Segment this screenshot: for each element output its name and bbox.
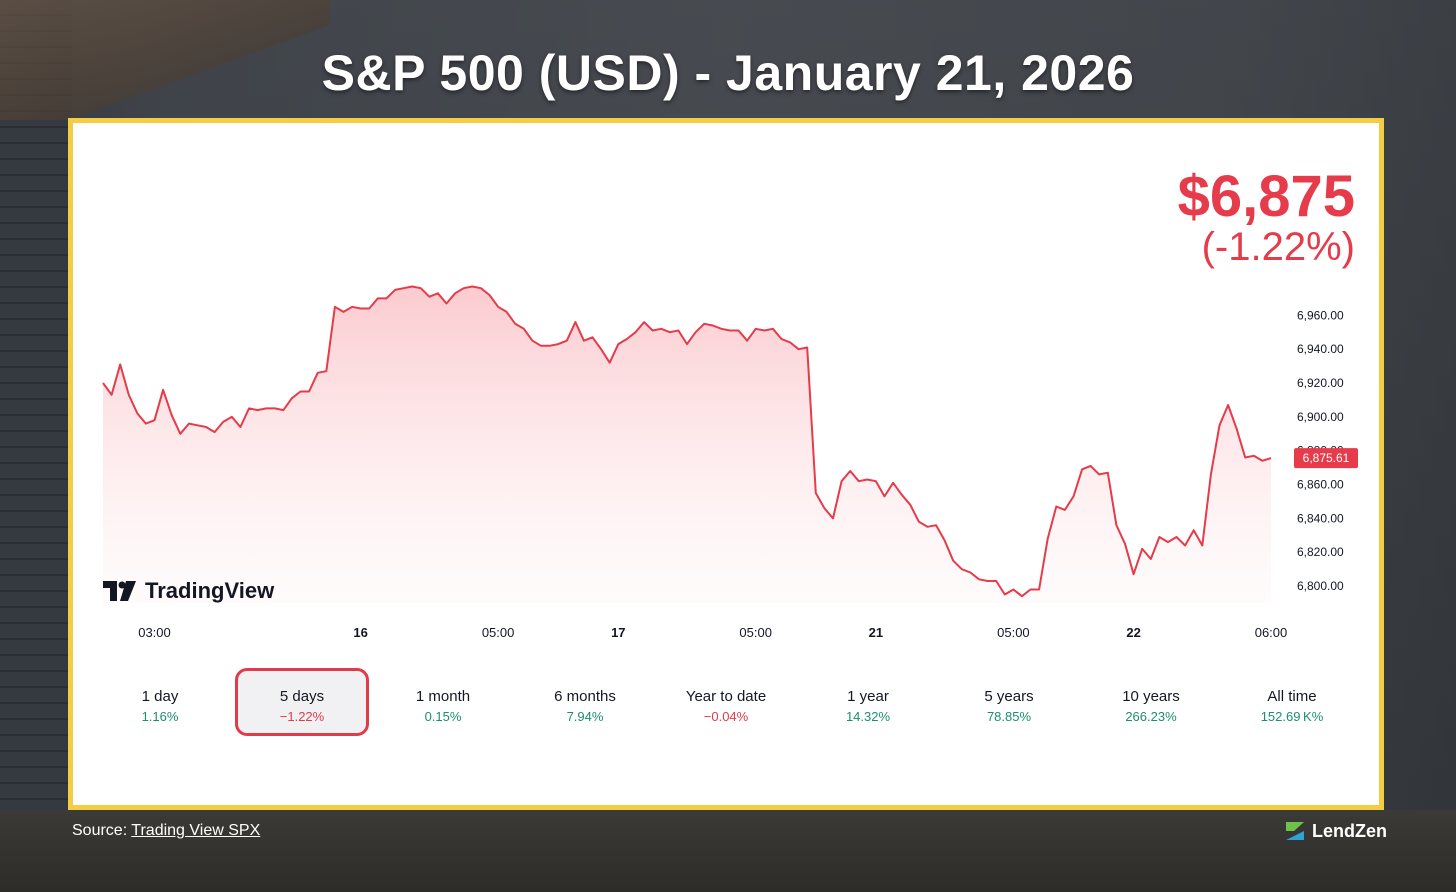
range-label: 1 month bbox=[415, 688, 471, 705]
tradingview-icon bbox=[103, 581, 136, 601]
range-option[interactable]: Year to date −0.04% bbox=[659, 668, 793, 736]
tradingview-logo: TradingView bbox=[103, 578, 274, 604]
range-label: 6 months bbox=[554, 688, 616, 705]
source-link[interactable]: Trading View SPX bbox=[131, 822, 261, 839]
lendzen-logo: LendZen bbox=[1284, 820, 1387, 842]
x-tick-label: 06:00 bbox=[1255, 625, 1288, 640]
chart-card: $6,875 (-1.22%) 6,960.00 6,940.00 6,920.00… bbox=[68, 118, 1384, 810]
x-tick-label: 17 bbox=[611, 625, 625, 640]
range-label: 1 day bbox=[141, 688, 179, 705]
y-tick-label: 6,920.00 bbox=[1297, 376, 1344, 390]
range-change: 266.23% bbox=[1125, 709, 1177, 724]
range-option[interactable]: All time 152.69 K% bbox=[1225, 668, 1359, 736]
lendzen-icon bbox=[1286, 822, 1304, 840]
range-label: 1 year bbox=[847, 688, 889, 705]
range-option[interactable]: 5 days −1.22% bbox=[235, 668, 369, 736]
range-label: 5 years bbox=[984, 688, 1034, 705]
range-option[interactable]: 6 months 7.94% bbox=[518, 668, 652, 736]
background-street bbox=[0, 810, 1456, 892]
x-tick-label: 22 bbox=[1126, 625, 1140, 640]
range-change: 78.85% bbox=[986, 709, 1032, 724]
x-tick-label: 21 bbox=[869, 625, 883, 640]
range-change: −1.22% bbox=[279, 709, 325, 724]
source-prefix: Source: bbox=[72, 822, 128, 839]
range-option[interactable]: 1 month 0.15% bbox=[376, 668, 510, 736]
price-chart: 6,960.006,940.006,920.006,900.006,880.00… bbox=[102, 285, 1358, 640]
x-tick-label: 05:00 bbox=[482, 625, 515, 640]
range-change: −0.04% bbox=[703, 709, 749, 724]
range-selector: 1 day 1.16% 5 days −1.22% 1 month 0.15% 6 mont… bbox=[93, 668, 1363, 740]
range-change: 14.32% bbox=[845, 709, 891, 724]
range-option[interactable]: 10 years 266.23% bbox=[1084, 668, 1218, 736]
y-tick-label: 6,900.00 bbox=[1297, 410, 1344, 424]
price-area bbox=[103, 286, 1271, 603]
page-title: S&P 500 (USD) - January 21, 2026 bbox=[321, 45, 1135, 101]
x-tick-label: 05:00 bbox=[997, 625, 1030, 640]
x-tick-label: 16 bbox=[353, 625, 367, 640]
range-option[interactable]: 5 years 78.85% bbox=[942, 668, 1076, 736]
range-change: 152.69 K% bbox=[1260, 709, 1324, 724]
background-roof bbox=[0, 0, 330, 120]
range-change: 7.94% bbox=[566, 709, 604, 724]
source-note: Source: Trading View SPX bbox=[72, 822, 260, 840]
range-label: Year to date bbox=[685, 688, 767, 705]
range-option[interactable]: 1 day 1.16% bbox=[93, 668, 227, 736]
current-price: $6,875 bbox=[1177, 164, 1355, 229]
range-label: All time bbox=[1267, 688, 1317, 705]
y-tick-label: 6,860.00 bbox=[1297, 478, 1344, 492]
y-tick-label: 6,800.00 bbox=[1297, 579, 1344, 593]
x-tick-label: 05:00 bbox=[739, 625, 772, 640]
y-tick-label: 6,840.00 bbox=[1297, 511, 1344, 525]
background-house-siding bbox=[0, 0, 72, 892]
range-label: 5 days bbox=[279, 688, 325, 705]
last-price-label: 6,875.61 bbox=[1303, 451, 1350, 465]
range-label: 10 years bbox=[1122, 688, 1180, 705]
range-option[interactable]: 1 year 14.32% bbox=[801, 668, 935, 736]
tradingview-wordmark: TradingView bbox=[145, 578, 275, 603]
x-tick-label: 03:00 bbox=[138, 625, 171, 640]
y-tick-label: 6,820.00 bbox=[1297, 545, 1344, 559]
y-tick-label: 6,940.00 bbox=[1297, 342, 1344, 356]
range-change: 0.15% bbox=[424, 709, 462, 724]
range-change: 1.16% bbox=[141, 709, 179, 724]
y-tick-label: 6,960.00 bbox=[1297, 308, 1344, 322]
lendzen-wordmark: LendZen bbox=[1312, 820, 1387, 841]
price-change: (-1.22%) bbox=[1201, 225, 1355, 269]
price-line bbox=[102, 285, 1272, 598]
last-price-badge bbox=[1294, 448, 1358, 469]
